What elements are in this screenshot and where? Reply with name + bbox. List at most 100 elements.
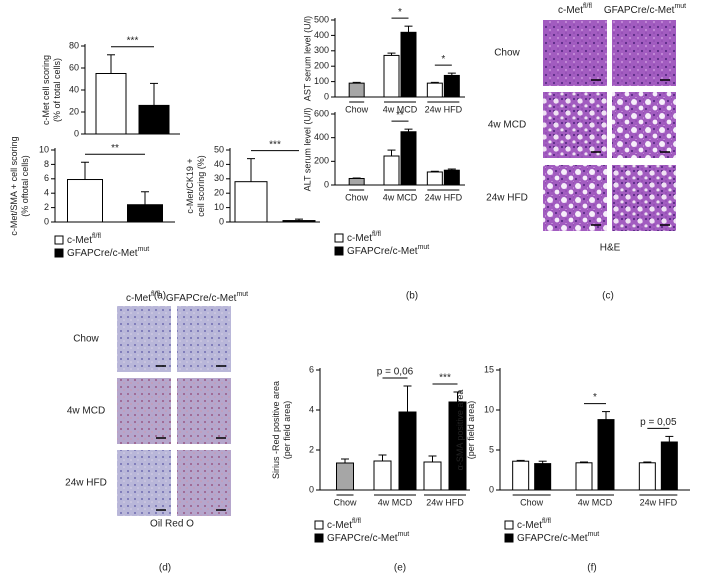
bar: [423, 461, 442, 491]
x-tick-label: 24w HFD: [426, 497, 464, 507]
legend-name: GFAPCre/c-Met: [67, 248, 138, 259]
y-tick-label: 0: [324, 91, 329, 101]
legend-name: c-Met: [347, 233, 372, 244]
y-tick-label: 0: [489, 484, 494, 494]
y-tick-label: 50: [214, 144, 224, 154]
bar: [383, 155, 400, 186]
legend-swatch: [504, 520, 514, 530]
y-tick-label: 300: [314, 45, 329, 55]
row-label: Chow: [494, 48, 520, 59]
bar: [282, 220, 316, 223]
micrograph: [612, 165, 676, 231]
y-axis-label: (% oftotal cells): [20, 155, 30, 217]
micrograph: [543, 20, 607, 86]
legend-name: c-Met: [67, 235, 92, 246]
x-tick-label: 4w MCD: [383, 104, 418, 114]
x-tick-label: 4w MCD: [578, 497, 613, 507]
bar: [426, 171, 443, 186]
panel-label: (f): [587, 563, 596, 574]
legend-swatch: [54, 248, 64, 258]
x-tick-label: 24w HFD: [640, 497, 678, 507]
micrograph: [177, 378, 231, 444]
y-axis-label: c-Met/CK19 +: [185, 158, 195, 213]
micrograph: [117, 306, 171, 372]
row-label: 24w HFD: [65, 478, 107, 489]
column-header: c-Metfl/fl: [558, 3, 592, 16]
legend-name: GFAPCre/c-Met: [327, 533, 398, 544]
legend-sup: mut: [398, 531, 410, 538]
y-tick-label: 6: [44, 173, 49, 183]
micrograph: [177, 450, 231, 516]
y-tick-label: 100: [314, 76, 329, 86]
legend-name: GFAPCre/c-Met: [347, 246, 418, 257]
bar: [660, 441, 678, 491]
micrograph: [543, 92, 607, 158]
bar: [575, 462, 593, 491]
row-label: Chow: [73, 334, 99, 345]
y-tick-label: 200: [314, 156, 329, 166]
panel-label: (e): [394, 563, 406, 574]
bar: [348, 177, 365, 186]
y-tick-label: 2: [309, 444, 314, 454]
legend-label: GFAPCre/c-Metmut: [347, 244, 429, 257]
bar: [400, 31, 417, 98]
row-label: 24w HFD: [486, 193, 528, 204]
y-tick-label: 200: [314, 61, 329, 71]
bar: [443, 74, 460, 98]
bar: [348, 82, 365, 98]
y-tick-label: 40: [69, 84, 79, 94]
bar: [67, 179, 103, 223]
y-tick-label: 0: [219, 216, 224, 226]
y-tick-label: 0: [309, 484, 314, 494]
legend-swatch: [334, 233, 344, 243]
significance-label: **: [111, 143, 119, 154]
y-axis-label: (per field area): [282, 401, 292, 460]
panel-label: (a): [154, 291, 166, 302]
scale-bars: [591, 79, 670, 226]
legend-label: GFAPCre/c-Metmut: [517, 531, 599, 544]
y-tick-label: 20: [214, 188, 224, 198]
y-axis-label: ALT serum level (U/l): [302, 108, 312, 192]
y-tick-label: 30: [214, 173, 224, 183]
panel-label: (d): [159, 563, 171, 574]
y-tick-label: 10: [39, 144, 49, 154]
column-header: c-Metfl/fl: [126, 291, 160, 304]
row-label: 4w MCD: [488, 120, 526, 131]
y-tick-label: 4: [309, 404, 314, 414]
legend-sup: fl/fl: [372, 231, 381, 238]
significance-label: *: [441, 54, 445, 65]
caption: H&E: [600, 243, 621, 254]
micrograph: [612, 20, 676, 86]
legend-name: c-Met: [327, 520, 352, 531]
legend-sup: mut: [418, 244, 430, 251]
y-tick-label: 600: [314, 108, 329, 118]
panel-label: (b): [406, 291, 418, 302]
legend-sup: fl/fl: [542, 518, 551, 525]
x-tick-label: Chow: [345, 192, 369, 202]
y-tick-label: 10: [484, 404, 494, 414]
y-tick-label: 5: [489, 444, 494, 454]
legend-label: c-Metfl/fl: [517, 518, 551, 531]
legend-swatch: [54, 235, 64, 245]
column-header: GFAPCre/c-Metmut: [166, 291, 248, 304]
y-tick-label: 4: [44, 188, 49, 198]
y-tick-label: 500: [314, 14, 329, 24]
micrograph: [117, 378, 171, 444]
significance-label: ***: [439, 373, 451, 384]
legend-swatch: [314, 520, 324, 530]
y-axis-label: (per field area): [466, 401, 476, 460]
legend-sup: mut: [138, 246, 150, 253]
y-axis-label: α-SMA positive area: [455, 390, 465, 471]
bar: [400, 131, 417, 186]
legend-label: GFAPCre/c-Metmut: [67, 246, 149, 259]
y-tick-label: 6: [309, 364, 314, 374]
legend-label: c-Metfl/fl: [327, 518, 361, 531]
legend-swatch: [504, 533, 514, 543]
significance-label: p = 0,06: [377, 367, 414, 378]
y-tick-label: 40: [214, 159, 224, 169]
caption: Oil Red O: [150, 519, 194, 530]
micrograph: [543, 165, 607, 231]
y-tick-label: 60: [69, 62, 79, 72]
x-tick-label: 24w HFD: [425, 192, 463, 202]
